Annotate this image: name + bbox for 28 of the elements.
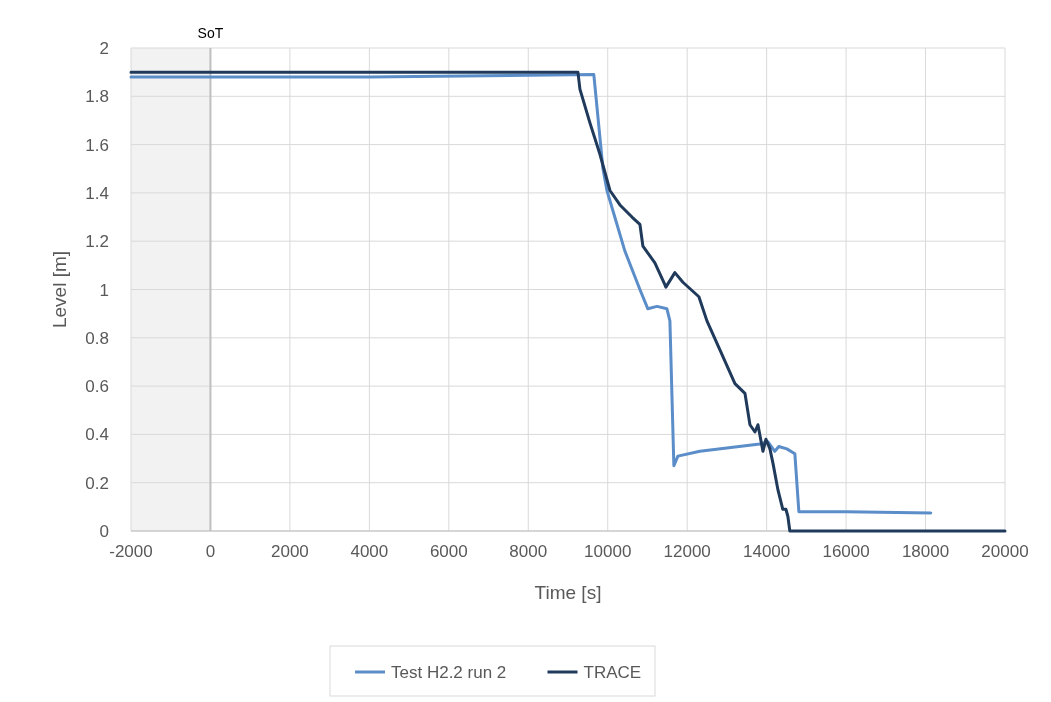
x-axis-title: Time [s] [534,582,602,603]
y-tick-label: 0.6 [85,377,109,397]
x-tick-label: 2000 [271,542,309,561]
x-tick-label: 6000 [429,542,468,561]
x-tick-label: 0 [205,542,216,561]
y-tick-label: 1 [99,280,109,300]
y-tick-label: 1.4 [85,183,109,203]
y-tick-label: 1.6 [85,135,109,155]
y-axis-title: Level [m] [49,250,70,329]
y-tick-label: 1.2 [85,232,109,252]
x-tick-label: 10000 [584,542,632,561]
x-tick-label: 12000 [663,542,711,561]
y-tick-label: 2 [99,39,109,58]
x-tick-label: 4000 [350,542,389,561]
y-tick-label: 0.4 [85,425,109,445]
ref-line-label: SoT [197,25,224,41]
x-tick-label: 18000 [901,542,950,561]
y-tick-label: 0 [99,522,109,541]
x-tick-label: 14000 [743,542,791,561]
y-tick-label: 0.2 [85,473,109,493]
legend-label: TRACE [583,663,642,682]
y-tick-label: 1.8 [85,87,109,107]
x-tick-label: 16000 [822,542,870,561]
y-tick-label: 0.8 [85,328,109,348]
legend-label: Test H2.2 run 2 [391,663,507,682]
x-tick-label: -2000 [109,542,153,561]
x-tick-label: 20000 [981,542,1029,561]
x-tick-label: 8000 [509,542,548,561]
